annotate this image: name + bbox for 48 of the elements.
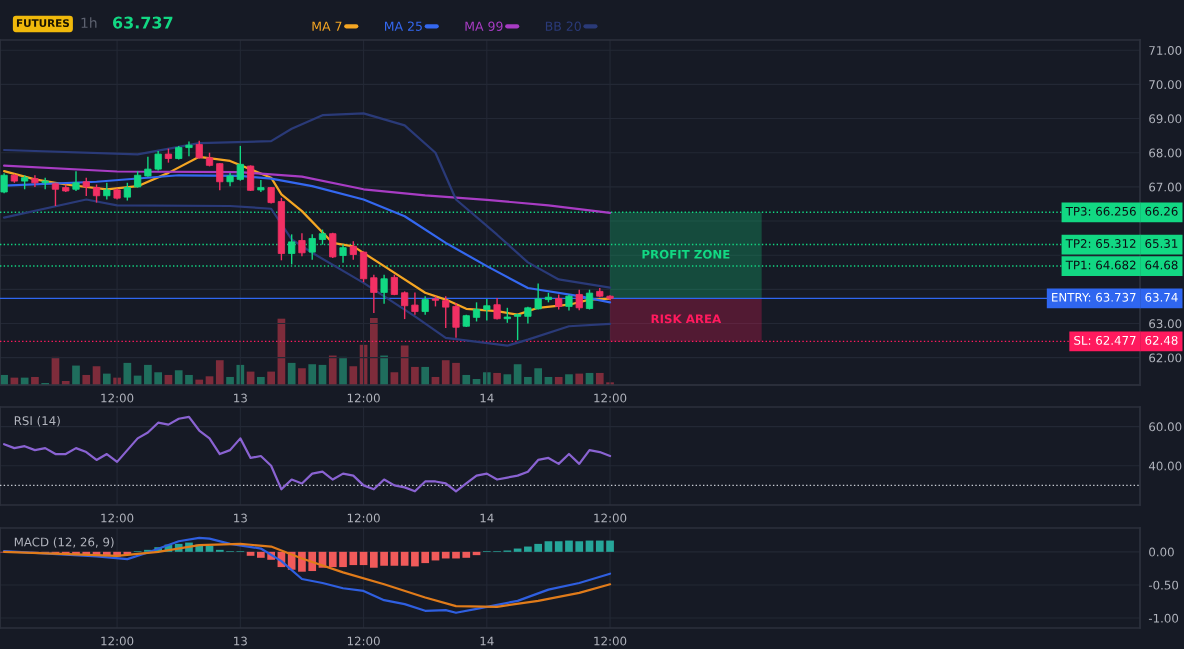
ref-line-label: TP1: 64.682 xyxy=(1065,260,1136,270)
text: MACD (12, 26, 9) xyxy=(14,537,114,548)
legend-label: MA 7 xyxy=(312,21,342,31)
band-label: RISK AREA xyxy=(651,314,722,324)
x-tick-label: 13 xyxy=(234,393,247,403)
y-tick-label: 62.00 xyxy=(1149,353,1182,363)
x-tick-label: 12:00 xyxy=(594,636,627,646)
legend-label: MA 25 xyxy=(384,21,422,31)
ref-line-label: TP3: 66.256 xyxy=(1065,206,1136,216)
x-tick-label: 14 xyxy=(480,636,494,646)
x-tick-label: 12:00 xyxy=(347,393,380,403)
ref-line-label: TP2: 65.312 xyxy=(1065,239,1136,248)
x-tick-label: 12:00 xyxy=(101,513,134,523)
x-tick-label: 12:00 xyxy=(594,513,627,523)
x-tick-label: 13 xyxy=(234,636,247,646)
x-tick-label: 12:00 xyxy=(101,393,134,403)
x-tick-label: 12:00 xyxy=(347,636,380,646)
ref-line-label: SL: 62.477 xyxy=(1074,335,1136,345)
x-tick-label: 12:00 xyxy=(347,513,380,523)
text: RSI (14) xyxy=(14,416,60,427)
y-tick-label: 40.00 xyxy=(1148,461,1182,471)
y-tick-label: 0.00 xyxy=(1149,547,1174,557)
band-label: PROFIT ZONE xyxy=(642,249,730,259)
y-tick-label: 70.00 xyxy=(1149,80,1182,90)
legend-label: MA 99 xyxy=(465,21,503,31)
annotation: 64.68 xyxy=(1145,260,1178,270)
x-tick-label: 12:00 xyxy=(594,393,627,403)
y-tick-label: 60.00 xyxy=(1149,422,1182,432)
annotation: 62.48 xyxy=(1145,335,1178,345)
annotation: 63.74 xyxy=(1145,292,1178,302)
annotation: 66.26 xyxy=(1145,206,1178,216)
y-tick-label: -1.00 xyxy=(1148,613,1179,623)
annotation: 65.31 xyxy=(1145,239,1178,248)
x-tick-label: 14 xyxy=(480,513,494,523)
y-tick-label: 67.00 xyxy=(1149,182,1182,192)
y-tick-label: -0.50 xyxy=(1148,580,1179,590)
x-tick-label: 14 xyxy=(480,393,494,403)
x-tick-label: 12:00 xyxy=(101,636,134,646)
legend-label: BB 20 xyxy=(545,21,581,31)
x-tick-label: 13 xyxy=(234,513,247,523)
y-tick-label: 68.00 xyxy=(1149,148,1182,158)
y-tick-label: 69.00 xyxy=(1149,114,1182,124)
y-tick-label: 71.00 xyxy=(1149,45,1182,55)
chart-subtitle: 1h xyxy=(81,17,97,28)
y-tick-label: 63.00 xyxy=(1149,319,1182,329)
text: 63.737 xyxy=(112,16,173,29)
chart-title: FUTURES xyxy=(16,19,70,28)
ref-line-label: ENTRY: 63.737 xyxy=(1052,292,1136,302)
